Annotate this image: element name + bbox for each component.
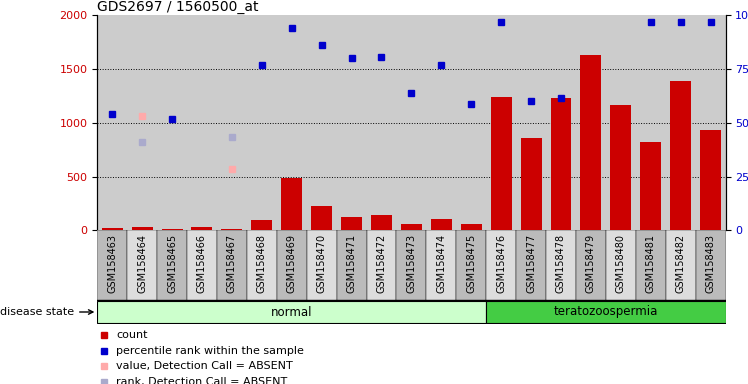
- Bar: [396, 230, 426, 300]
- Bar: [546, 230, 576, 300]
- Bar: [367, 230, 396, 300]
- Bar: [640, 142, 661, 230]
- Text: GSM158465: GSM158465: [167, 234, 177, 293]
- Bar: [221, 229, 242, 230]
- Bar: [670, 81, 691, 230]
- Bar: [132, 227, 153, 230]
- Bar: [307, 230, 337, 300]
- Bar: [426, 230, 456, 300]
- Bar: [551, 98, 571, 230]
- Bar: [251, 220, 272, 230]
- Text: rank, Detection Call = ABSENT: rank, Detection Call = ABSENT: [116, 377, 287, 384]
- Bar: [521, 139, 542, 230]
- Text: GSM158474: GSM158474: [436, 234, 447, 293]
- Bar: [97, 301, 486, 323]
- Text: GSM158466: GSM158466: [197, 234, 207, 293]
- Bar: [486, 230, 516, 300]
- Bar: [371, 215, 392, 230]
- Text: GSM158464: GSM158464: [137, 234, 147, 293]
- Bar: [696, 230, 726, 300]
- Text: GSM158469: GSM158469: [286, 234, 297, 293]
- Bar: [636, 230, 666, 300]
- Text: GSM158472: GSM158472: [376, 234, 387, 293]
- Bar: [666, 230, 696, 300]
- Text: GSM158478: GSM158478: [556, 234, 566, 293]
- Bar: [157, 230, 187, 300]
- Bar: [102, 228, 123, 230]
- Bar: [127, 230, 157, 300]
- Text: GSM158463: GSM158463: [107, 234, 117, 293]
- Text: GSM158470: GSM158470: [316, 234, 327, 293]
- Bar: [247, 230, 277, 300]
- Text: GSM158483: GSM158483: [705, 234, 716, 293]
- Bar: [461, 225, 482, 230]
- Bar: [491, 97, 512, 230]
- Text: GSM158482: GSM158482: [675, 234, 686, 293]
- Bar: [191, 227, 212, 230]
- Bar: [277, 230, 307, 300]
- Text: normal: normal: [271, 306, 313, 318]
- Text: GSM158475: GSM158475: [466, 234, 476, 293]
- Text: GSM158479: GSM158479: [586, 234, 596, 293]
- Bar: [580, 55, 601, 230]
- Text: value, Detection Call = ABSENT: value, Detection Call = ABSENT: [116, 361, 292, 371]
- Text: GSM158473: GSM158473: [406, 234, 417, 293]
- Bar: [217, 230, 247, 300]
- Bar: [486, 301, 726, 323]
- Bar: [97, 230, 127, 300]
- Text: GSM158471: GSM158471: [346, 234, 357, 293]
- Text: GSM158467: GSM158467: [227, 234, 237, 293]
- Bar: [700, 131, 721, 230]
- Bar: [311, 206, 332, 230]
- Bar: [516, 230, 546, 300]
- Bar: [606, 230, 636, 300]
- Text: GSM158477: GSM158477: [526, 234, 536, 293]
- Text: count: count: [116, 330, 147, 340]
- Bar: [337, 230, 367, 300]
- Bar: [576, 230, 606, 300]
- Text: GSM158476: GSM158476: [496, 234, 506, 293]
- Text: GSM158468: GSM158468: [257, 234, 267, 293]
- Text: GDS2697 / 1560500_at: GDS2697 / 1560500_at: [97, 0, 259, 14]
- Text: teratozoospermia: teratozoospermia: [554, 306, 658, 318]
- Bar: [610, 105, 631, 230]
- Bar: [401, 225, 422, 230]
- Text: disease state: disease state: [0, 307, 93, 317]
- Text: GSM158481: GSM158481: [646, 234, 656, 293]
- Text: GSM158480: GSM158480: [616, 234, 626, 293]
- Bar: [162, 229, 183, 230]
- Text: percentile rank within the sample: percentile rank within the sample: [116, 346, 304, 356]
- Bar: [456, 230, 486, 300]
- Bar: [187, 230, 217, 300]
- Bar: [281, 178, 302, 230]
- Bar: [341, 217, 362, 230]
- Bar: [431, 218, 452, 230]
